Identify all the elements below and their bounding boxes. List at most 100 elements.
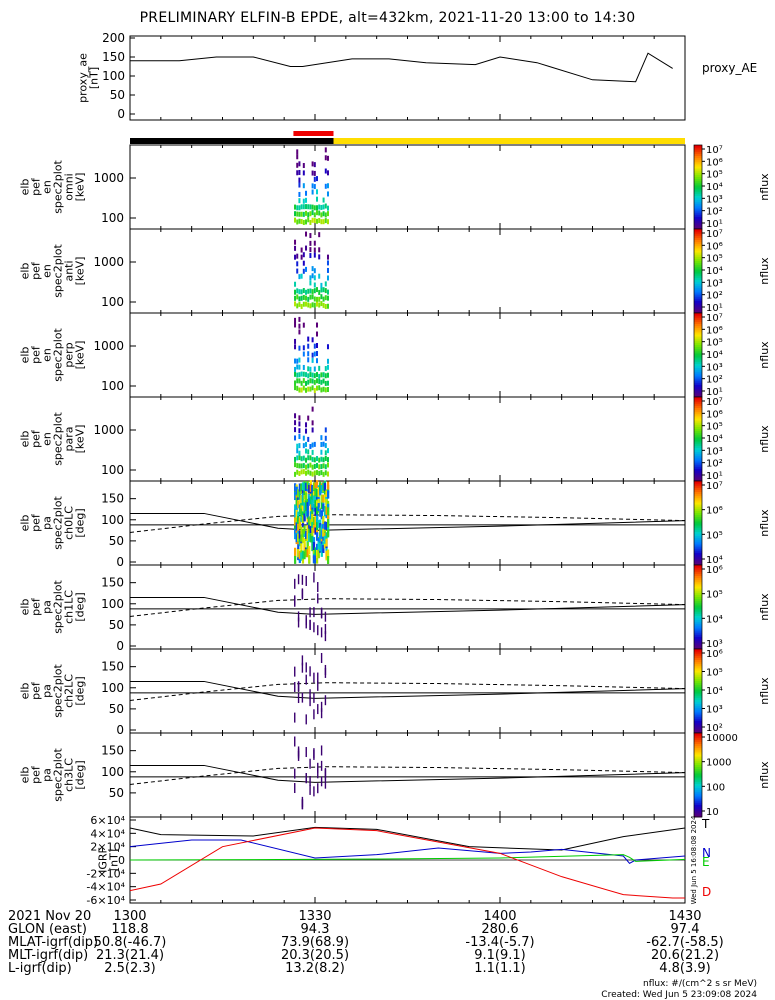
spec-para-colorbar-cell — [694, 453, 702, 457]
spec-perp-colorbar-cell — [694, 392, 702, 396]
spec-omni-cell — [311, 204, 314, 210]
spec-perp-colorbar-label: 10⁵ — [706, 338, 723, 349]
pa-ch2LC-ytick-label: 0 — [116, 723, 124, 737]
spec-perp-cell — [305, 372, 308, 378]
spec-perp-cell — [320, 387, 323, 393]
pa-ch3LC-ylabel-line: pa — [41, 768, 54, 782]
pa-ch1LC-colorbar-cell — [694, 615, 702, 618]
spec-para-cell — [320, 464, 323, 470]
pa-ch0LC-colorbar-cell — [694, 497, 702, 501]
pa-ch0LC-cell — [301, 515, 305, 524]
spec-omni-colorbar-cell — [694, 174, 702, 177]
pa-ch0LC-cell — [311, 513, 314, 522]
spec-omni-colorbar-cell — [694, 199, 702, 203]
spec-perp-colorbar-label: 10⁶ — [706, 325, 723, 336]
pa-ch0LC-cell — [316, 506, 319, 515]
spec-para-cell — [305, 422, 308, 428]
pa-ch0LC-cell — [305, 483, 308, 492]
spec-anti-cell — [302, 301, 305, 307]
spec-omni-cell — [302, 204, 305, 210]
spec-para-cell — [294, 435, 297, 441]
pa-ch0LC-cell — [323, 535, 327, 544]
pa-ch0LC-cell — [316, 515, 319, 524]
pa-ch0LC-cell — [300, 543, 303, 552]
spec-para-cell — [305, 457, 308, 463]
spec-para-cell — [311, 427, 314, 433]
spec-para-colorbar-cell — [694, 409, 702, 413]
spec-omni-cell — [322, 197, 325, 203]
spec-para-colorbar-cell — [694, 418, 702, 421]
spec-perp-cell — [305, 387, 308, 393]
spec-anti-cell — [309, 288, 312, 294]
spec-anti-colorbar-cell — [694, 281, 702, 285]
pa-ch3LC-colorbar-cell — [694, 804, 702, 807]
spec-omni-colorbar-cell — [694, 149, 702, 152]
spec-omni-cell — [305, 219, 308, 225]
spec-para-cell — [296, 443, 299, 449]
spec-perp-colorbar-cell — [694, 390, 702, 394]
pa-ch0LC-colorbar-cell — [694, 541, 702, 545]
pa-ch1LC-colorbar-cell — [694, 600, 702, 604]
pa-ch2LC-cell — [317, 680, 319, 691]
spec-omni-cell — [326, 191, 329, 197]
spec-omni-cell — [294, 211, 297, 217]
pa-ch2LC-colorbar-cell — [694, 661, 702, 665]
pa-ch0LC-cell — [303, 525, 306, 534]
pa-ch2LC-colorbar-cell — [694, 722, 702, 726]
spec-omni-ylabel-line: elb — [19, 179, 32, 196]
spec-anti-cell — [313, 288, 316, 294]
spec-perp-colorbar-cell — [694, 386, 702, 390]
spec-omni-cell — [296, 154, 299, 160]
spec-perp-cell — [320, 379, 323, 385]
pa-ch1LC-loss-cone-line — [130, 596, 686, 615]
spec-omni-cell — [296, 211, 299, 217]
spec-omni-colorbar-cell — [694, 182, 702, 186]
spec-omni-colorbar-cell — [694, 180, 702, 184]
spec-anti-cell — [309, 275, 312, 281]
pa-ch0LC-colorbar-cell — [694, 531, 702, 534]
pa-ch0LC-colorbar-cell — [694, 481, 702, 484]
time-axis-tick-label: 1300 — [113, 909, 147, 924]
pa-ch3LC-ytick-label: 150 — [101, 744, 124, 758]
spec-para-cell — [313, 470, 316, 476]
spec-omni-cell — [298, 198, 301, 204]
spec-para-colorbar-cell — [694, 411, 702, 415]
pa-ch0LC-cell — [303, 513, 306, 522]
spec-omni-colorbar-label: 10¹ — [706, 219, 723, 230]
spec-omni-cell — [298, 191, 301, 197]
spec-omni-colorbar-cell — [694, 195, 702, 198]
pa-ch0LC-cell — [322, 545, 325, 554]
spec-perp-cell — [294, 371, 297, 377]
spec-anti-ytick-label: 1000 — [93, 255, 124, 269]
spec-para-colorbar-label: 10⁴ — [706, 434, 723, 445]
spec-omni-cell — [326, 183, 329, 189]
pa-ch2LC-colorbar-cell — [694, 691, 702, 694]
pa-ch3LC-ylabel-line: elb — [19, 767, 32, 784]
pa-ch2LC-colorbar-cell — [694, 651, 702, 654]
spec-anti-colorbar-label: 10⁷ — [706, 229, 723, 240]
pa-ch0LC-cell — [303, 482, 306, 491]
spec-omni-cell — [311, 170, 314, 176]
spec-anti-colorbar-label: 10⁶ — [706, 241, 723, 252]
pa-ch1LC-colorbar-cell — [694, 619, 702, 623]
spec-perp-ylabel-line: en — [41, 348, 54, 362]
spec-anti-cell — [298, 296, 301, 302]
spec-para-colorbar-label: 10¹ — [706, 471, 723, 482]
pa-ch2LC-ytick-label: 150 — [101, 660, 124, 674]
spec-omni-colorbar-cell — [694, 189, 702, 192]
spec-anti-cell — [313, 240, 316, 246]
spec-perp-cell — [294, 344, 297, 350]
spec-anti-cell — [313, 275, 316, 281]
spec-omni-cell — [316, 196, 319, 202]
pa-ch2LC-colorbar-cell — [694, 659, 702, 663]
spec-perp-cell — [311, 337, 314, 343]
spec-perp-cell — [320, 372, 323, 378]
spec-para-cell — [307, 436, 310, 442]
spec-anti-cell — [318, 302, 321, 308]
pa-ch0LC-cell — [312, 491, 316, 500]
orbit-row-value: 13.2(8.2) — [285, 961, 345, 976]
pa-ch0LC-cell — [295, 522, 298, 531]
pa-ch2LC-colorbar-cell — [694, 718, 702, 721]
